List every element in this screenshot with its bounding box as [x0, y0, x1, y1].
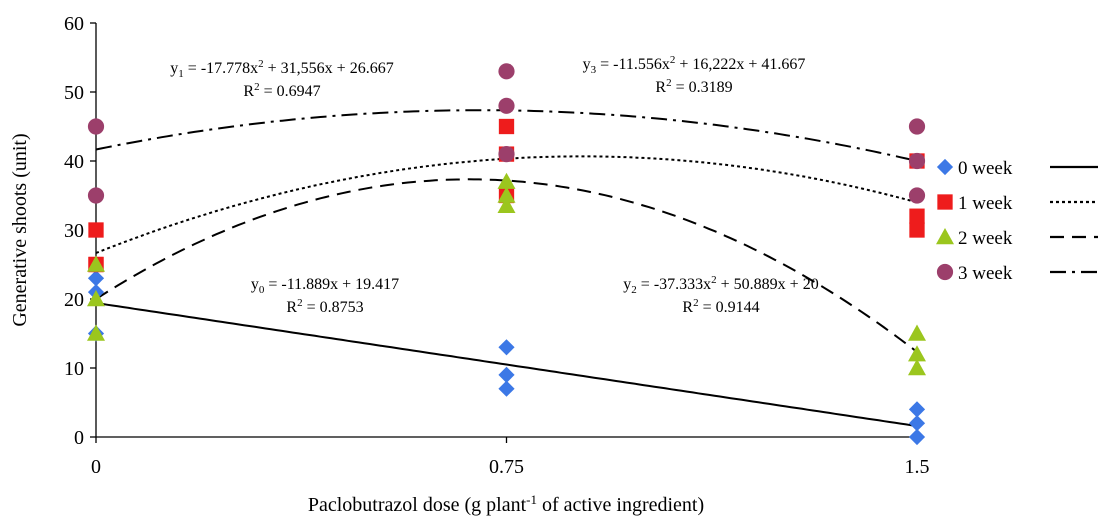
- r2-superscript: 2: [297, 297, 303, 309]
- data-point: [87, 270, 105, 287]
- r2-superscript: 2: [254, 81, 260, 93]
- eq-body: = -11.889x + 19.417: [264, 276, 399, 293]
- equation-label: y2 = -37.333x2 + 50.889x + 20: [623, 274, 818, 296]
- legend-marker: [937, 194, 953, 210]
- data-point: [908, 152, 926, 170]
- data-point: [908, 187, 926, 204]
- eq-subscript: 3: [591, 64, 597, 76]
- eq-superscript: 2: [670, 54, 676, 66]
- r2-superscript: 2: [666, 77, 672, 89]
- data-point: [87, 118, 105, 135]
- eq-var: y: [583, 56, 591, 73]
- r2-r: R: [682, 299, 693, 316]
- x-axis-label-tail: of active ingredient): [537, 494, 704, 516]
- eq-body: = -17.778x: [184, 60, 258, 77]
- legend-label: 1 week: [958, 193, 1013, 214]
- eq-rest: + 31,556x + 26.667: [264, 60, 394, 77]
- r2-value: = 0.6947: [260, 83, 321, 100]
- eq-subscript: 0: [259, 284, 265, 296]
- r2-r: R: [655, 79, 666, 96]
- data-point: [908, 345, 926, 362]
- data-point: [498, 146, 515, 163]
- eq-subscript: 1: [178, 68, 184, 80]
- r2-r: R: [243, 83, 254, 100]
- eq-body: = -11.556x: [596, 56, 670, 73]
- r-squared-label: R2 = 0.6947: [243, 81, 320, 100]
- data-point: [908, 359, 926, 376]
- legend-label: 0 week: [958, 158, 1013, 179]
- eq-superscript: 2: [258, 58, 264, 70]
- y-axis-label: Generative shoots (unit): [9, 133, 31, 326]
- trend-line: [95, 178, 918, 353]
- data-point: [909, 222, 925, 238]
- data-point: [908, 428, 926, 446]
- r2-value: = 0.3189: [672, 79, 733, 96]
- data-point: [498, 339, 515, 356]
- eq-var: y: [251, 276, 259, 293]
- equation-label: y1 = -17.778x2 + 31,556x + 26.667: [170, 58, 393, 80]
- data-point: [87, 290, 105, 307]
- data-point: [908, 118, 926, 135]
- data-point: [498, 366, 515, 383]
- eq-superscript: 2: [711, 274, 717, 286]
- legend-marker: [936, 158, 954, 176]
- eq-rest: + 50.889x + 20: [717, 276, 819, 293]
- r-squared-label: R2 = 0.8753: [286, 297, 363, 316]
- data-point: [87, 324, 105, 341]
- data-point: [87, 255, 105, 272]
- equation-label: y3 = -11.556x2 + 16,222x + 41.667: [583, 54, 806, 76]
- y-tick-label: 40: [64, 151, 84, 173]
- eq-rest: + 16,222x + 41.667: [675, 56, 805, 73]
- equation-label: y0 = -11.889x + 19.417: [251, 276, 399, 296]
- legend-marker: [936, 228, 954, 245]
- data-point: [908, 415, 926, 432]
- x-tick-label: 1.5: [905, 456, 930, 478]
- legend-label: 2 week: [958, 228, 1013, 249]
- y-tick-label: 30: [64, 220, 84, 242]
- y-tick-label: 50: [64, 82, 84, 104]
- data-point: [497, 186, 516, 203]
- x-tick-label: 0.75: [489, 456, 524, 478]
- y-tick-label: 10: [64, 358, 84, 380]
- r2-value: = 0.9144: [699, 299, 760, 316]
- x-axis-label-sup: -1: [526, 492, 537, 507]
- y-tick-label: 0: [74, 427, 84, 449]
- x-axis-label: Paclobutrazol dose (g plant-1 of active …: [308, 492, 704, 516]
- data-point: [909, 208, 925, 224]
- legend-label: 3 week: [958, 263, 1013, 284]
- data-points: [87, 63, 926, 446]
- data-point: [908, 324, 926, 341]
- data-point: [497, 172, 516, 189]
- data-point: [498, 97, 515, 114]
- r2-value: = 0.8753: [303, 299, 364, 316]
- eq-var: y: [170, 60, 178, 77]
- data-point: [88, 222, 104, 238]
- data-point: [498, 63, 515, 80]
- x-axis-label-main: Paclobutrazol dose (g plant: [308, 494, 527, 516]
- eq-subscript: 2: [631, 284, 637, 296]
- x-tick-label: 0: [91, 456, 101, 478]
- data-point: [498, 118, 515, 135]
- y-tick-label: 20: [64, 289, 84, 311]
- r2-r: R: [286, 299, 297, 316]
- eq-body: = -37.333x: [637, 276, 711, 293]
- r-squared-label: R2 = 0.9144: [682, 297, 759, 316]
- r2-superscript: 2: [693, 297, 699, 309]
- data-point: [497, 196, 516, 214]
- eq-var: y: [623, 276, 631, 293]
- y-tick-label: 60: [64, 13, 84, 35]
- trend-line: [95, 302, 918, 428]
- data-point: [498, 380, 515, 397]
- data-point: [908, 401, 926, 418]
- legend: 0 week 1 week 2 week 3 week: [936, 158, 1098, 284]
- r-squared-label: R2 = 0.3189: [655, 77, 732, 96]
- data-point: [87, 187, 105, 204]
- legend-marker: [936, 263, 954, 281]
